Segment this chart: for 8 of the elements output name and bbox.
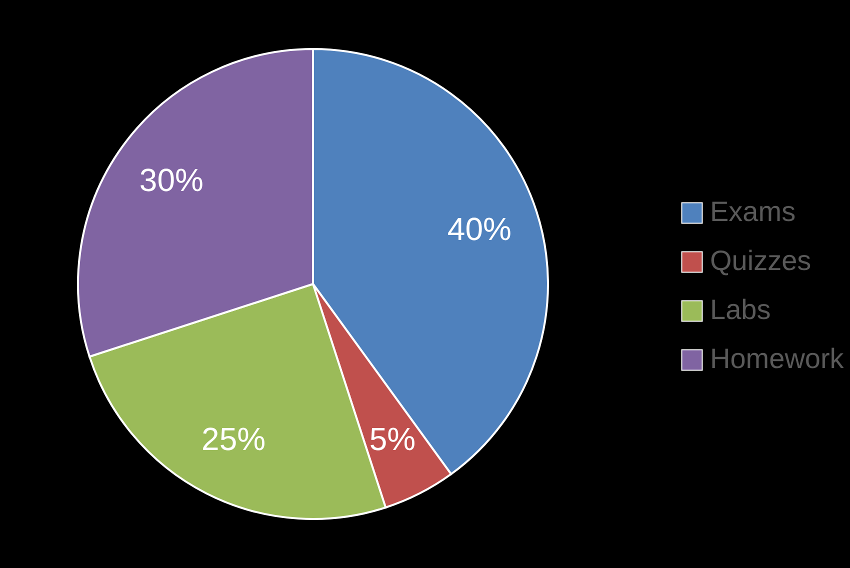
data-label: 5% xyxy=(369,420,416,457)
legend-label: Homework xyxy=(710,343,845,374)
legend-label: Exams xyxy=(710,196,796,227)
data-label: 30% xyxy=(139,162,204,198)
legend-label: Labs xyxy=(710,294,771,325)
data-label: 25% xyxy=(202,420,266,457)
data-label: 40% xyxy=(447,210,512,247)
legend-label: Quizzes xyxy=(710,245,812,276)
